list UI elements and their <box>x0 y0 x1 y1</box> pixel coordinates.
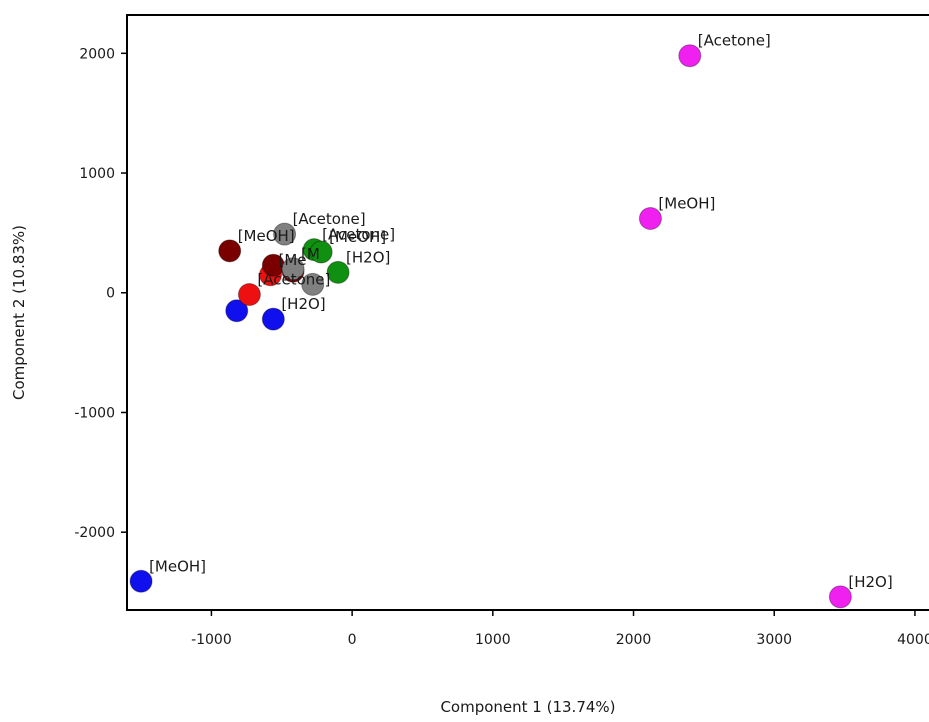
ticks-layer: -1000 0 1000 2000 3000 4000 -2000 -1000 0 1000 200… <box>74 46 929 648</box>
points-layer <box>129 44 852 609</box>
y-tick-label: -1000 <box>74 405 115 421</box>
point-label: [MeOH] <box>238 227 295 245</box>
x-tick-label: 2000 <box>616 632 652 648</box>
x-tick-label: 1000 <box>475 632 511 648</box>
data-point <box>828 585 852 609</box>
point-label: [MeOH] <box>658 195 715 213</box>
data-point <box>678 44 702 68</box>
labels-layer: [Acetone][MeOH][H2O][MeOH][H2O][Acetone]… <box>149 32 893 591</box>
data-point <box>281 257 305 281</box>
data-point <box>326 260 350 284</box>
point-label: [Me <box>279 251 307 269</box>
point-label: [H2O] <box>346 248 390 266</box>
x-axis-title: Component 1 (13.74%) <box>440 698 615 716</box>
point-label: [M <box>301 245 320 263</box>
point-label: [Acetone] <box>698 32 771 50</box>
point-label: [Acetone] <box>257 271 330 289</box>
point-label: [MeOH] <box>329 228 386 246</box>
point-label: [Acetone] <box>322 226 395 244</box>
x-tick-label: 4000 <box>897 632 929 648</box>
y-tick-label: 0 <box>106 286 115 302</box>
point-label: [H2O] <box>281 295 325 313</box>
data-point <box>301 272 325 296</box>
point-label: [H2O] <box>848 573 892 591</box>
x-tick-label: 0 <box>348 632 357 648</box>
data-point <box>237 283 261 307</box>
point-label: [Acetone] <box>293 210 366 228</box>
x-tick-label: -1000 <box>191 632 232 648</box>
data-point <box>638 207 662 231</box>
data-point <box>273 222 297 246</box>
data-point <box>129 569 153 593</box>
y-tick-label: 2000 <box>79 46 115 62</box>
point-label: [MeOH] <box>149 557 206 575</box>
y-tick-label: 1000 <box>79 166 115 182</box>
y-axis-title: Component 2 (10.83%) <box>10 225 28 400</box>
data-point <box>309 240 333 264</box>
x-tick-label: 3000 <box>756 632 792 648</box>
data-point <box>225 299 249 323</box>
data-point <box>218 239 242 263</box>
y-tick-label: -2000 <box>74 525 115 541</box>
plot-frame <box>126 14 929 611</box>
data-point <box>261 307 285 331</box>
axes-layer <box>126 14 929 611</box>
